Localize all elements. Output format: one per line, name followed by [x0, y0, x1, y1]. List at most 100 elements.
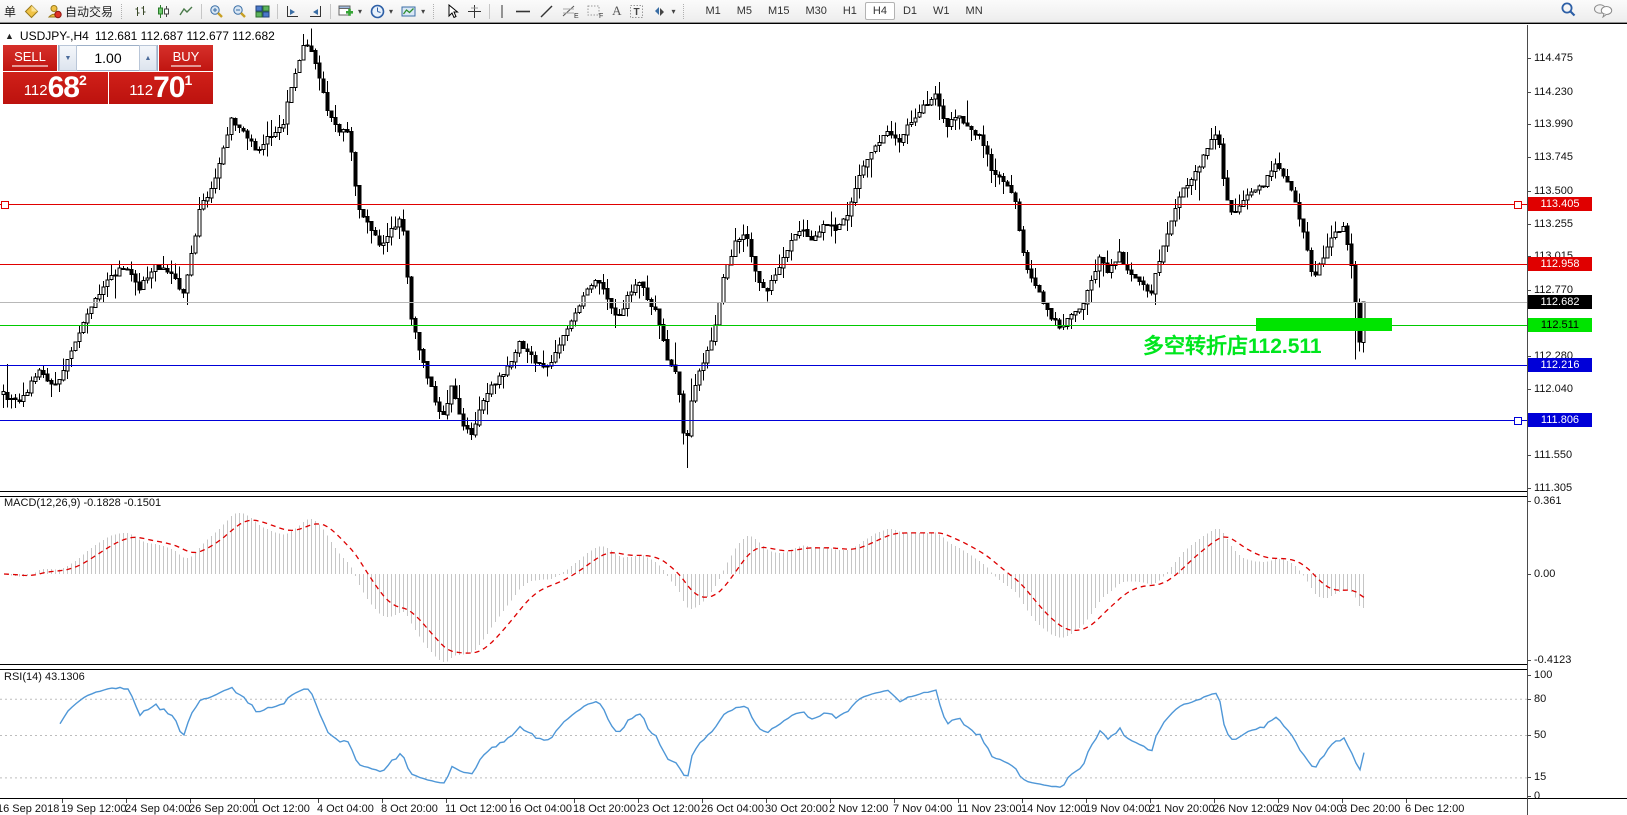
- candlestick-chart-button[interactable]: [152, 1, 175, 21]
- crosshair-button[interactable]: [463, 1, 486, 21]
- timeframe-button-h1[interactable]: H1: [842, 5, 857, 17]
- bar-chart-button[interactable]: [129, 1, 152, 21]
- axis-tick-label: 50: [1534, 729, 1547, 741]
- text-icon: A: [612, 3, 622, 18]
- buy-label: BUY: [170, 49, 202, 67]
- axis-tick-label: 114.475: [1534, 52, 1573, 64]
- timeframe-button-h4[interactable]: H4: [864, 2, 895, 20]
- vertical-line-button[interactable]: [493, 1, 511, 21]
- axis-tick-label: 113.990: [1534, 118, 1573, 130]
- timeframe-button-m1[interactable]: M1: [705, 5, 721, 17]
- volume-spinner: ▼ 1.00 ▲: [58, 45, 158, 71]
- pane-divider-macd[interactable]: [0, 491, 1527, 497]
- toolbar: 单 自动交易: [0, 0, 1627, 23]
- order-ticket-icon: [24, 4, 39, 19]
- horizontal-line-113.405[interactable]: [0, 204, 1527, 205]
- line-chart-button[interactable]: [175, 1, 198, 21]
- volume-down-button[interactable]: ▼: [59, 45, 77, 71]
- timeframe-button-w1[interactable]: W1: [933, 5, 950, 17]
- price-axis-border[interactable]: [1527, 25, 1528, 815]
- horizontal-line-111.806[interactable]: [0, 420, 1527, 421]
- timeframe-group: M1 M5 M15 M30 H1 H4 D1 W1 MN: [697, 2, 990, 20]
- timeframe-button-mn[interactable]: MN: [965, 5, 983, 17]
- date-label: 7 Nov 04:00: [893, 803, 953, 815]
- dropdown-caret: ▾: [358, 6, 363, 16]
- dropdown-caret: ▾: [421, 6, 426, 16]
- date-label: 16 Oct 04:00: [509, 803, 572, 815]
- price-tag: 112.216: [1528, 358, 1592, 372]
- label-button[interactable]: T: [625, 1, 648, 21]
- line-handle[interactable]: [1514, 417, 1522, 425]
- zoom-in-button[interactable]: [205, 1, 228, 21]
- text-button[interactable]: A: [608, 1, 625, 21]
- price-tag: 112.511: [1528, 318, 1592, 332]
- periods-button[interactable]: ▾: [366, 1, 397, 21]
- timeframe-button-m30[interactable]: M30: [805, 5, 827, 17]
- timeframe-button-d1[interactable]: D1: [902, 5, 918, 17]
- indicators-button[interactable]: ▾: [397, 1, 429, 21]
- timeframe-button-m5[interactable]: M5: [736, 5, 753, 17]
- toolbar-drag-handle[interactable]: [683, 3, 688, 19]
- chart-shift-button[interactable]: [281, 1, 304, 21]
- sell-button[interactable]: SELL: [3, 45, 57, 71]
- new-chart-icon: [338, 4, 354, 19]
- line-handle[interactable]: [1, 201, 9, 209]
- line-handle[interactable]: [1514, 201, 1522, 209]
- order-ticket-button[interactable]: [20, 1, 43, 21]
- label-icon: T: [629, 4, 644, 19]
- chat-icon[interactable]: [1593, 2, 1613, 21]
- zoom-in-icon: [209, 4, 224, 19]
- annotation-text[interactable]: 多空转折店112.511: [1143, 335, 1322, 358]
- horizontal-line-112.511[interactable]: [0, 325, 1527, 326]
- sell-price-button[interactable]: 112 68 2: [3, 72, 108, 104]
- horizontal-line-button[interactable]: [511, 1, 535, 21]
- pane-divider-rsi[interactable]: [0, 664, 1527, 670]
- buy-button[interactable]: BUY: [159, 45, 213, 71]
- crosshair-icon: [467, 4, 482, 19]
- vertical-line-icon: [497, 4, 507, 19]
- trendline-button[interactable]: [535, 1, 558, 21]
- green-rectangle-object[interactable]: [1256, 318, 1392, 331]
- periods-clock-icon: [370, 4, 385, 19]
- axis-tick-label: 112.040: [1534, 383, 1573, 395]
- cursor-button[interactable]: [441, 1, 463, 21]
- toolbar-drag-handle[interactable]: [433, 3, 438, 19]
- date-tick-mark: [446, 799, 447, 803]
- price-tag: 112.682: [1528, 295, 1592, 309]
- date-tick-mark: [1022, 799, 1023, 803]
- date-axis[interactable]: 16 Sep 2018 19 Sep 12:00 24 Sep 04:00 26 Se…: [0, 798, 1627, 815]
- date-label: 24 Sep 04:00: [125, 803, 191, 815]
- new-order-button[interactable]: 单: [0, 1, 20, 21]
- new-chart-button[interactable]: ▾: [334, 1, 366, 21]
- axis-tick-label: 111.550: [1534, 449, 1573, 461]
- price-tag: 112.958: [1528, 257, 1592, 271]
- date-label: 6 Dec 12:00: [1405, 803, 1465, 815]
- horizontal-line-112.958[interactable]: [0, 264, 1527, 265]
- date-label: 2 Nov 12:00: [829, 803, 889, 815]
- candlestick-chart-canvas[interactable]: [0, 1, 1527, 815]
- volume-up-button[interactable]: ▲: [139, 45, 157, 71]
- one-click-toggle-icon[interactable]: ▲: [5, 31, 14, 41]
- search-icon[interactable]: [1560, 1, 1577, 21]
- horizontal-line-112.216[interactable]: [0, 365, 1527, 366]
- channel-button[interactable]: F: [583, 1, 608, 21]
- buy-price-button[interactable]: 112 70 1: [108, 72, 213, 104]
- tile-windows-button[interactable]: [251, 1, 274, 21]
- zoom-out-button[interactable]: [228, 1, 251, 21]
- arrows-button[interactable]: ▾: [648, 1, 679, 21]
- autotrading-button[interactable]: 自动交易: [43, 1, 117, 21]
- timeframe-button-m15[interactable]: M15: [768, 5, 790, 17]
- chart-area: 114.475 114.230 113.990 113.745 113.500 113.2…: [0, 23, 1627, 815]
- horizontal-line-112.682[interactable]: [0, 302, 1527, 303]
- axis-tick-label: -0.4123: [1534, 654, 1572, 666]
- auto-scroll-button[interactable]: [304, 1, 327, 21]
- axis-tick-label: 100: [1534, 669, 1553, 681]
- fibonacci-button[interactable]: E: [558, 1, 583, 21]
- toolbar-drag-handle[interactable]: [121, 3, 126, 19]
- chart-symbol-timeframe: USDJPY-,H4: [19, 29, 89, 43]
- volume-input[interactable]: 1.00: [94, 50, 122, 66]
- axis-tick-label: 113.745: [1534, 151, 1573, 163]
- cursor-icon: [445, 3, 459, 19]
- svg-text:E: E: [574, 13, 579, 19]
- date-label: 21 Nov 20:00: [1149, 803, 1215, 815]
